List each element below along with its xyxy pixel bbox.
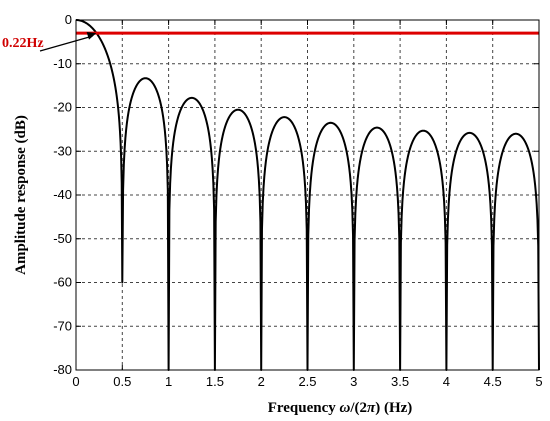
annotation-arrow xyxy=(39,35,93,52)
y-tick-label: -30 xyxy=(53,143,72,158)
y-tick-label: -10 xyxy=(53,56,72,71)
x-tick-label: 3.5 xyxy=(391,374,409,389)
y-axis-label: Amplitude response (dB) xyxy=(13,115,29,275)
x-tick-label: 1.5 xyxy=(206,374,224,389)
cutoff-annotation: 0.22Hz xyxy=(2,32,97,52)
y-tick-label: -40 xyxy=(53,187,72,202)
y-tick-label: -50 xyxy=(53,231,72,246)
y-tick-label: -80 xyxy=(53,362,72,377)
x-tick-label: 1 xyxy=(165,374,172,389)
plot-frame xyxy=(75,19,540,371)
y-tick-label: -60 xyxy=(53,275,72,290)
x-tick-label: 5 xyxy=(535,374,542,389)
x-tick-label: 2.5 xyxy=(298,374,316,389)
y-tick-labels: 0 -10 -20 -30 -40 -50 -60 -70 -80 xyxy=(53,12,72,377)
x-axis-label: Frequency ω/(2π) (Hz) xyxy=(268,400,413,416)
annotation-label: 0.22Hz xyxy=(2,36,44,51)
annotation-arrowhead xyxy=(86,32,97,40)
y-tick-label: 0 xyxy=(65,12,72,27)
y-tick-label: -20 xyxy=(53,100,72,115)
x-tick-label: 0 xyxy=(72,374,79,389)
amplitude-response-curve xyxy=(75,19,540,371)
x-tick-labels: 0 0.5 1 1.5 2 2.5 3 3.5 4 4.5 5 xyxy=(72,374,542,389)
x-tick-label: 4 xyxy=(443,374,450,389)
x-tick-label: 2 xyxy=(258,374,265,389)
x-tick-label: 4.5 xyxy=(484,374,502,389)
x-tick-label: 3 xyxy=(350,374,357,389)
x-tick-label: 0.5 xyxy=(113,374,131,389)
y-tick-label: -70 xyxy=(53,318,72,333)
